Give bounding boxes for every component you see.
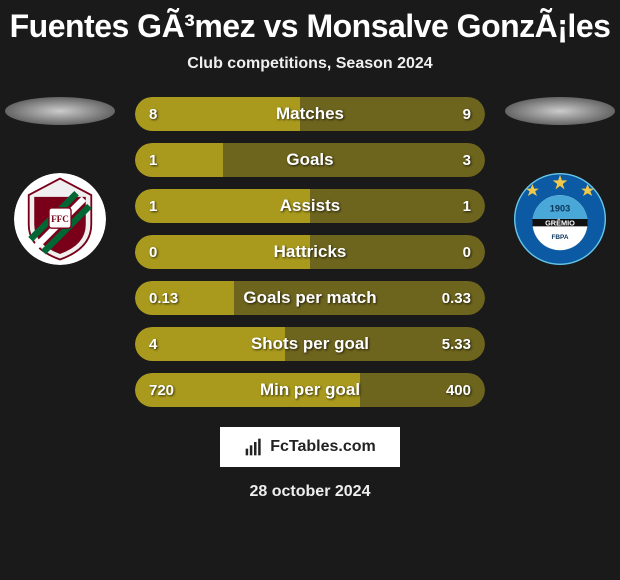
- watermark-text: FcTables.com: [270, 438, 376, 456]
- chart-icon: [244, 437, 264, 457]
- watermark: FcTables.com: [220, 427, 400, 467]
- right-player-column: 1903 GRÊMIO FBPA: [500, 97, 620, 265]
- fluminense-crest-icon: FFC: [14, 173, 106, 265]
- stat-right-value: 0: [463, 244, 471, 261]
- svg-text:FBPA: FBPA: [551, 234, 568, 241]
- stat-left-value: 0.13: [149, 290, 178, 307]
- stat-bar-left: [135, 327, 285, 361]
- stat-left-value: 1: [149, 152, 157, 169]
- date-label: 28 october 2024: [250, 483, 371, 501]
- stat-left-value: 0: [149, 244, 157, 261]
- stat-row: 11Assists: [135, 189, 485, 223]
- club-badge-right: 1903 GRÊMIO FBPA: [514, 173, 606, 265]
- stat-right-value: 1: [463, 198, 471, 215]
- stat-row: 45.33Shots per goal: [135, 327, 485, 361]
- stat-bar-left: [135, 97, 300, 131]
- stats-column: 89Matches13Goals11Assists00Hattricks0.13…: [125, 97, 495, 407]
- gremio-crest-icon: 1903 GRÊMIO FBPA: [514, 173, 606, 265]
- page-title: Fuentes GÃ³mez vs Monsalve GonzÃ¡les: [10, 8, 611, 45]
- stat-left-value: 4: [149, 336, 157, 353]
- svg-text:GRÊMIO: GRÊMIO: [545, 218, 575, 227]
- svg-text:FFC: FFC: [51, 214, 69, 224]
- stat-right-value: 9: [463, 106, 471, 123]
- comparison-card: Fuentes GÃ³mez vs Monsalve GonzÃ¡les Clu…: [0, 0, 620, 580]
- player-halo-right: [505, 97, 615, 125]
- stat-left-value: 8: [149, 106, 157, 123]
- page-subtitle: Club competitions, Season 2024: [187, 55, 432, 73]
- club-badge-left: FFC: [14, 173, 106, 265]
- stat-right-value: 3: [463, 152, 471, 169]
- stat-right-value: 5.33: [442, 336, 471, 353]
- stat-row: 89Matches: [135, 97, 485, 131]
- left-player-column: FFC: [0, 97, 120, 265]
- stat-bar-left: [135, 235, 310, 269]
- stat-row: 13Goals: [135, 143, 485, 177]
- stat-left-value: 720: [149, 382, 174, 399]
- main-row: FFC 89Matches13Goals11Assists00Hattricks…: [0, 97, 620, 407]
- svg-text:1903: 1903: [550, 204, 570, 214]
- stat-right-value: 0.33: [442, 290, 471, 307]
- stat-bar-left: [135, 189, 310, 223]
- stat-right-value: 400: [446, 382, 471, 399]
- stat-row: 720400Min per goal: [135, 373, 485, 407]
- player-halo-left: [5, 97, 115, 125]
- stat-left-value: 1: [149, 198, 157, 215]
- stat-row: 0.130.33Goals per match: [135, 281, 485, 315]
- stat-row: 00Hattricks: [135, 235, 485, 269]
